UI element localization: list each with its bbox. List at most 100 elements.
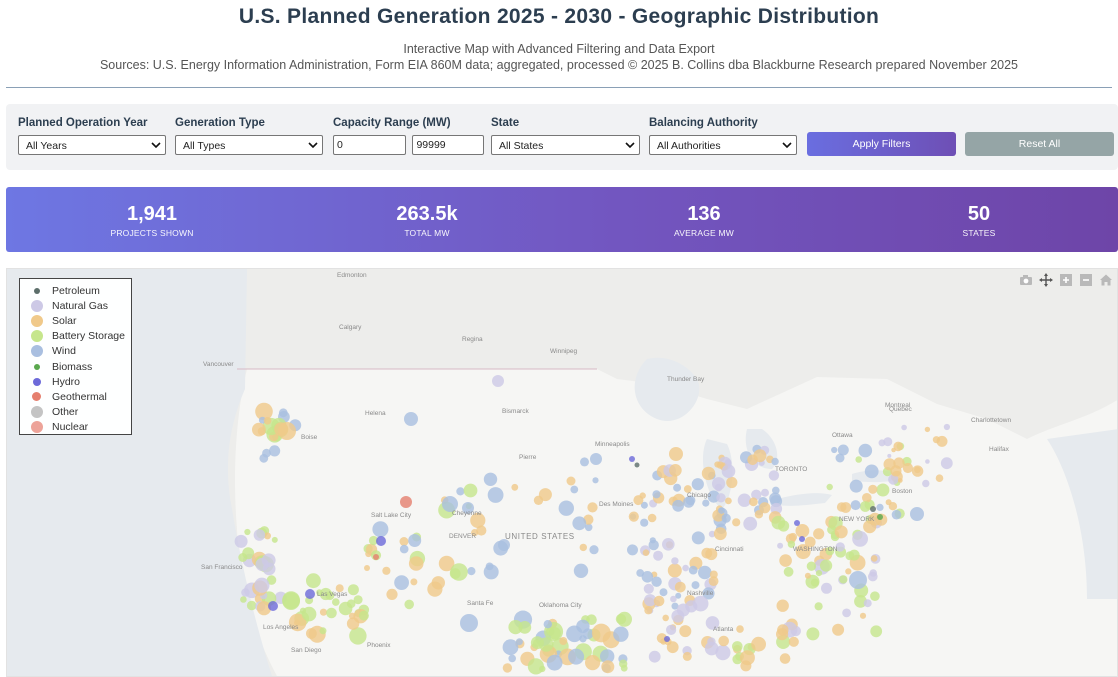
project-bubble-natural-gas[interactable] bbox=[253, 529, 266, 541]
project-bubble-solar[interactable] bbox=[559, 637, 568, 645]
project-bubble-battery-storage[interactable] bbox=[508, 620, 523, 635]
project-bubble-battery-storage[interactable] bbox=[246, 600, 257, 611]
project-bubble-battery-storage[interactable] bbox=[368, 535, 379, 546]
project-bubble-solar[interactable] bbox=[840, 502, 852, 513]
project-bubble-natural-gas[interactable] bbox=[888, 474, 899, 485]
project-bubble-solar[interactable] bbox=[579, 543, 587, 552]
project-bubble-solar[interactable] bbox=[859, 612, 867, 619]
project-bubble-wind[interactable] bbox=[487, 487, 504, 503]
project-bubble-solar[interactable] bbox=[776, 628, 789, 641]
reset-all-button[interactable]: Reset All bbox=[965, 132, 1114, 156]
project-bubble-biomass[interactable] bbox=[877, 514, 883, 520]
project-bubble-natural-gas[interactable] bbox=[704, 641, 719, 656]
project-bubble-solar[interactable] bbox=[348, 612, 356, 620]
project-bubble-wind[interactable] bbox=[580, 457, 589, 467]
project-bubble-natural-gas[interactable] bbox=[777, 542, 784, 549]
project-bubble-battery-storage[interactable] bbox=[532, 639, 541, 647]
project-bubble-natural-gas[interactable] bbox=[234, 534, 248, 548]
project-bubble-solar[interactable] bbox=[364, 565, 370, 571]
project-bubble-solar[interactable] bbox=[788, 532, 798, 542]
project-bubble-wind[interactable] bbox=[262, 448, 271, 458]
project-bubble-solar[interactable] bbox=[438, 555, 455, 572]
project-bubble-solar[interactable] bbox=[732, 518, 741, 527]
project-bubble-battery-storage[interactable] bbox=[848, 549, 860, 561]
project-bubble-battery-storage[interactable] bbox=[539, 665, 546, 673]
project-bubble-solar[interactable] bbox=[726, 476, 738, 489]
project-bubble-wind[interactable] bbox=[508, 654, 516, 663]
project-bubble-wind[interactable] bbox=[462, 502, 474, 514]
project-bubble-solar[interactable] bbox=[713, 527, 727, 541]
project-bubble-natural-gas[interactable] bbox=[721, 464, 736, 478]
project-bubble-natural-gas[interactable] bbox=[644, 594, 657, 607]
project-bubble-natural-gas[interactable] bbox=[715, 645, 731, 661]
project-bubble-wind[interactable] bbox=[673, 483, 682, 492]
project-bubble-wind[interactable] bbox=[456, 487, 465, 496]
project-bubble-wind[interactable] bbox=[640, 518, 649, 527]
project-bubble-battery-storage[interactable] bbox=[814, 602, 823, 611]
project-bubble-natural-gas[interactable] bbox=[943, 423, 951, 431]
project-bubble-solar[interactable] bbox=[832, 623, 845, 636]
project-bubble-solar[interactable] bbox=[470, 512, 486, 528]
project-bubble-hydro[interactable] bbox=[799, 536, 805, 542]
project-bubble-wind[interactable] bbox=[467, 567, 476, 576]
project-bubble-wind[interactable] bbox=[652, 490, 661, 499]
project-bubble-natural-gas[interactable] bbox=[670, 595, 677, 603]
project-bubble-solar[interactable] bbox=[834, 525, 848, 539]
project-bubble-battery-storage[interactable] bbox=[783, 566, 794, 577]
capacity-max-input[interactable]: 99999 bbox=[412, 135, 485, 155]
project-bubble-wind[interactable] bbox=[627, 544, 638, 556]
project-bubble-battery-storage[interactable] bbox=[325, 591, 335, 601]
project-bubble-solar[interactable] bbox=[709, 570, 718, 579]
project-bubble-solar[interactable] bbox=[255, 402, 273, 421]
project-bubble-wind[interactable] bbox=[613, 626, 629, 642]
project-bubble-solar[interactable] bbox=[591, 623, 611, 643]
project-bubble-solar[interactable] bbox=[386, 588, 398, 600]
project-bubble-wind[interactable] bbox=[636, 569, 645, 577]
legend-item-battery-storage[interactable]: Battery Storage bbox=[30, 329, 131, 344]
project-bubble-battery-storage[interactable] bbox=[266, 575, 277, 585]
project-bubble-natural-gas[interactable] bbox=[676, 603, 690, 617]
project-bubble-wind[interactable] bbox=[600, 649, 615, 664]
project-bubble-natural-gas[interactable] bbox=[692, 595, 709, 612]
project-bubble-solar[interactable] bbox=[319, 608, 328, 616]
project-bubble-solar[interactable] bbox=[795, 544, 811, 560]
project-bubble-natural-gas[interactable] bbox=[666, 624, 677, 635]
project-bubble-geothermal[interactable] bbox=[373, 554, 379, 560]
project-bubble-natural-gas[interactable] bbox=[255, 557, 269, 572]
project-bubble-natural-gas[interactable] bbox=[768, 470, 780, 481]
project-bubble-solar[interactable] bbox=[718, 635, 729, 647]
project-bubble-wind[interactable] bbox=[876, 503, 884, 511]
project-bubble-battery-storage[interactable] bbox=[347, 584, 359, 596]
project-bubble-solar[interactable] bbox=[382, 566, 391, 575]
project-bubble-solar[interactable] bbox=[683, 485, 692, 493]
project-bubble-solar[interactable] bbox=[701, 466, 716, 481]
state-select[interactable]: All States bbox=[491, 135, 640, 155]
project-bubble-wind[interactable] bbox=[640, 501, 648, 509]
project-bubble-wind[interactable] bbox=[592, 477, 599, 484]
ba-select[interactable]: All Authorities bbox=[649, 135, 797, 155]
project-bubble-natural-gas[interactable] bbox=[743, 516, 758, 531]
project-bubble-solar[interactable] bbox=[705, 548, 718, 561]
project-bubble-solar[interactable] bbox=[862, 493, 872, 503]
project-bubble-wind[interactable] bbox=[568, 648, 585, 665]
project-bubble-wind[interactable] bbox=[570, 485, 579, 494]
project-bubble-wind[interactable] bbox=[543, 620, 552, 629]
project-bubble-wind[interactable] bbox=[498, 539, 510, 551]
project-bubble-natural-gas[interactable] bbox=[761, 488, 769, 497]
project-bubble-solar[interactable] bbox=[716, 461, 725, 469]
project-bubble-natural-gas[interactable] bbox=[863, 599, 872, 608]
project-bubble-wind[interactable] bbox=[573, 563, 589, 578]
project-bubble-battery-storage[interactable] bbox=[620, 664, 628, 672]
project-bubble-solar[interactable] bbox=[868, 484, 878, 494]
project-bubble-wind[interactable] bbox=[546, 654, 563, 671]
project-bubble-hydro[interactable] bbox=[664, 636, 670, 642]
project-bubble-natural-gas[interactable] bbox=[648, 650, 661, 663]
project-bubble-solar[interactable] bbox=[256, 601, 272, 616]
project-bubble-solar[interactable] bbox=[779, 653, 791, 664]
project-bubble-solar[interactable] bbox=[408, 556, 424, 571]
project-bubble-solar[interactable] bbox=[924, 426, 931, 433]
project-bubble-solar[interactable] bbox=[669, 464, 682, 477]
project-bubble-battery-storage[interactable] bbox=[349, 627, 367, 645]
project-bubble-wind[interactable] bbox=[671, 602, 679, 610]
project-bubble-wind[interactable] bbox=[858, 443, 873, 458]
